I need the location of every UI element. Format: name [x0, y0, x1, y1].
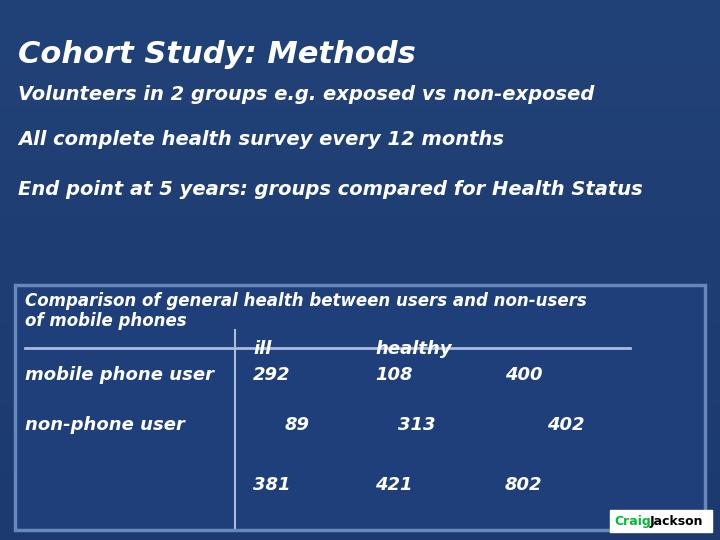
- Bar: [610, 510, 712, 532]
- Text: mobile phone user: mobile phone user: [25, 366, 214, 384]
- Text: Comparison of general health between users and non-users: Comparison of general health between use…: [25, 292, 587, 310]
- Text: 802: 802: [505, 476, 542, 494]
- Text: Cohort Study: Methods: Cohort Study: Methods: [18, 40, 415, 69]
- Text: non-phone user: non-phone user: [25, 416, 185, 434]
- Text: All complete health survey every 12 months: All complete health survey every 12 mont…: [18, 130, 504, 149]
- Text: Jackson: Jackson: [650, 515, 703, 528]
- Text: Craig.: Craig.: [614, 515, 655, 528]
- Text: 400: 400: [505, 366, 542, 384]
- Bar: [15, 285, 705, 530]
- Text: Volunteers in 2 groups e.g. exposed vs non-exposed: Volunteers in 2 groups e.g. exposed vs n…: [18, 85, 595, 104]
- Text: End point at 5 years: groups compared for Health Status: End point at 5 years: groups compared fo…: [18, 180, 643, 199]
- Text: ill: ill: [253, 340, 271, 358]
- Text: 381: 381: [253, 476, 290, 494]
- Text: 421: 421: [375, 476, 413, 494]
- Text: 108: 108: [375, 366, 413, 384]
- Text: 313: 313: [397, 416, 435, 434]
- Text: 89: 89: [285, 416, 310, 434]
- Text: 402: 402: [547, 416, 585, 434]
- Text: 292: 292: [253, 366, 290, 384]
- Text: healthy: healthy: [375, 340, 451, 358]
- Text: of mobile phones: of mobile phones: [25, 312, 186, 330]
